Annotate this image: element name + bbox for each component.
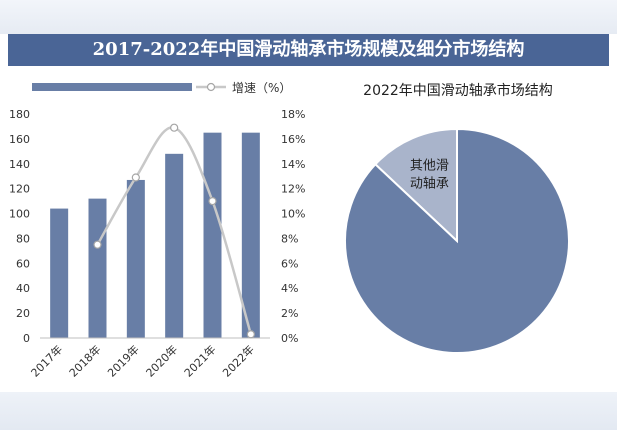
y2-tick-label: 18% [281,108,305,121]
y2-tick-label: 10% [281,208,305,221]
x-tick-label: 2019年 [104,342,141,379]
growth-marker [93,240,102,249]
legend-line-label: 增速（%） [232,81,291,95]
y2-tick-label: 6% [281,257,298,270]
x-tick-label: 2018年 [66,342,103,379]
y-tick-label: 0 [23,332,30,345]
pie-slice-label: 动轴承 [410,176,449,191]
bar [241,132,260,338]
x-tick-label: 2020年 [143,342,180,379]
bar [50,208,69,338]
pie-slice-label: 其他滑 [410,158,449,173]
y-tick-label: 140 [9,158,30,171]
y-tick-label: 60 [16,257,30,270]
y-tick-label: 120 [9,183,30,196]
growth-line-series [93,123,255,339]
y2-tick-label: 4% [281,282,298,295]
pie-title: 2022年中国滑动轴承市场结构 [363,82,553,99]
x-tick-label: 2022年 [219,342,256,379]
growth-marker [170,123,179,132]
legend-line-marker [206,82,216,92]
y-tick-label: 100 [9,208,30,221]
y2-tick-label: 2% [281,307,298,320]
y-tick-label: 160 [9,133,30,146]
bar [88,198,107,338]
pie-slice [373,127,458,244]
chart-canvas: 增速（%） 0 20 40 60 80 100 120 140 160 180 0% 2% 4% 6% 8… [9,81,570,380]
legend-bar-swatch [32,83,192,91]
top-strip [0,0,617,34]
y2-tick-label: 14% [281,158,305,171]
bar-series [50,132,260,338]
y-tick-label: 180 [9,108,30,121]
y-tick-label: 20 [16,307,30,320]
y2-tick-label: 0% [281,332,298,345]
y2-tick-label: 8% [281,232,298,245]
x-axis: 2017年 2018年 2019年 2020年 2021年 2022年 [28,337,270,380]
bar [126,179,145,338]
x-tick-label: 2021年 [181,342,218,379]
bar [165,153,184,338]
growth-marker [208,197,217,206]
right-axis: 0% 2% 4% 6% 8% 10% 12% 14% 16% 18% [281,108,305,345]
bar [203,132,222,338]
x-tick-label: 2017年 [28,342,65,379]
growth-marker [131,173,140,182]
y2-tick-label: 16% [281,133,305,146]
pie-slice [344,127,570,354]
left-axis: 0 20 40 60 80 100 120 140 160 180 [9,108,30,345]
growth-line [96,126,253,335]
legend: 增速（%） [32,81,291,95]
page-title: 2017-2022年中国滑动轴承市场规模及细分市场结构 [8,34,609,66]
y-tick-label: 40 [16,282,30,295]
growth-marker [246,330,255,339]
y2-tick-label: 12% [281,183,305,196]
y-tick-label: 80 [16,232,30,245]
bottom-strip [0,392,617,430]
